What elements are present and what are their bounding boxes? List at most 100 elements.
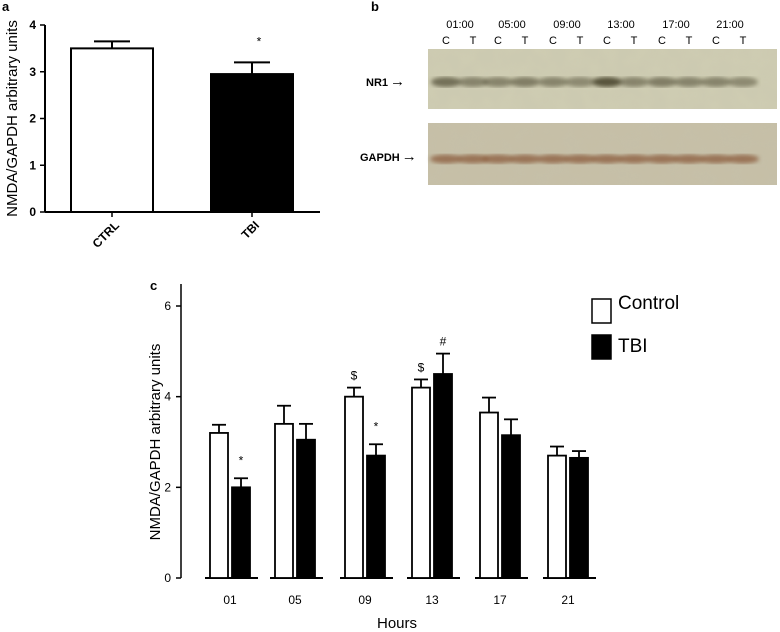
blot-time-label: 09:00: [553, 19, 581, 31]
panel-c-y-axis-title: NMDA/GAPDH arbitrary units: [147, 344, 164, 541]
nr1-band: [647, 77, 677, 87]
gapdh-band: [430, 154, 462, 164]
panel-c-bar-control: [547, 454, 567, 579]
blot-lane-label: T: [740, 35, 747, 47]
panel-c-significance-mark: *: [239, 453, 244, 467]
panel-c-bar-control: [344, 395, 364, 579]
panel-c-x-tick-label: 21: [561, 593, 575, 607]
gapdh-band: [457, 154, 489, 164]
panel-a-x-tick-label: TBI: [239, 218, 263, 242]
panel-a-y-tick-label: 4: [29, 18, 36, 32]
blot-time-label: 13:00: [607, 19, 635, 31]
panel-c-x-tick-label: 05: [288, 593, 302, 607]
nr1-arrow: →: [390, 73, 405, 90]
nr1-band: [510, 77, 540, 87]
gapdh-band: [618, 154, 650, 164]
blot-lane-label: T: [631, 35, 638, 47]
panel-c-y-tick-label: 0: [164, 571, 171, 585]
blot-lane-label: C: [712, 35, 720, 47]
panel-c-y-tick-label: 4: [164, 390, 171, 404]
nr1-band: [619, 77, 649, 87]
blot-lane-label: T: [686, 35, 693, 47]
blot-lane-label: C: [494, 35, 502, 47]
panel-c-x-tick-label: 01: [223, 593, 237, 607]
panel-c-y-tick-label: 6: [164, 299, 171, 313]
panel-c-bar-tbi: [296, 438, 316, 579]
gapdh-band: [591, 154, 623, 164]
nr1-bands: [431, 77, 758, 87]
panel-b-letter: b: [371, 0, 379, 14]
panel-a-y-tick-label: 1: [29, 158, 36, 172]
gapdh-blot-texture: [428, 123, 777, 185]
gapdh-arrow: →: [402, 148, 417, 165]
panel-c-bar-control: [411, 386, 431, 579]
panel-a-x-tick-label: CTRL: [90, 218, 123, 251]
blot-lane-label: C: [549, 35, 557, 47]
blot-lane-label: T: [522, 35, 529, 47]
nr1-band: [701, 77, 731, 87]
panel-a-y-axis-title: NMDA/GAPDH arbitrary units: [4, 20, 21, 217]
nr1-band: [728, 77, 758, 87]
panel-c-significance-mark: #: [440, 335, 447, 349]
panel-c-x-tick-label: 13: [425, 593, 439, 607]
panel-b: b 01:00 05:00 09:00 13:00 17:00 21:00 C T C T C T C…: [360, 0, 777, 185]
panel-a-y-tick-label: 2: [29, 112, 36, 126]
gapdh-band: [646, 154, 678, 164]
panel-a-y-tick-label: 0: [29, 205, 36, 219]
blot-lane-label: C: [603, 35, 611, 47]
nr1-band: [458, 77, 488, 87]
blot-lane-label: C: [658, 35, 666, 47]
panel-a-letter: a: [2, 0, 10, 14]
panel-a-plot: 0 1 2 3 4 CTRL TBI *: [29, 18, 320, 251]
panel-c-x-tick-label: 17: [493, 593, 507, 607]
panel-c-significance-mark: *: [374, 419, 379, 433]
panel-c: c NMDA/GAPDH arbitrary units Hours 02460…: [147, 278, 679, 632]
panel-c-legend: Control TBI: [591, 293, 679, 360]
panel-c-bar-control: [209, 432, 229, 579]
gapdh-label-text: GAPDH: [360, 152, 400, 164]
blot-lane-label: T: [577, 35, 584, 47]
gapdh-band: [673, 154, 705, 164]
blot-time-label: 17:00: [662, 19, 690, 31]
nr1-band: [565, 77, 595, 87]
panel-c-y-tick-label: 2: [164, 480, 171, 494]
panel-c-bar-tbi: [433, 373, 453, 579]
gapdh-band: [537, 154, 569, 164]
legend-tbi-label: TBI: [618, 336, 648, 357]
gapdh-bands: [430, 154, 759, 164]
panel-c-bar-control: [479, 411, 499, 579]
blot-time-labels: 01:00 05:00 09:00 13:00 17:00 21:00: [446, 19, 744, 31]
gapdh-band: [482, 154, 514, 164]
panel-a: a NMDA/GAPDH arbitrary units 0 1 2 3 4 CTRL TB…: [2, 0, 320, 251]
panel-c-significance-mark: $: [418, 360, 425, 374]
panel-a-significance-mark: *: [257, 34, 262, 48]
panel-c-letter: c: [150, 278, 157, 293]
panel-a-y-tick-label: 3: [29, 65, 36, 79]
panel-c-plot: 0 2 4 6 01 * 05 09 $ * 13 $ #17 21: [164, 284, 596, 607]
gapdh-row-label: GAPDH →: [360, 148, 417, 165]
panel-c-bar-tbi: [569, 456, 589, 579]
nr1-band: [483, 77, 513, 87]
legend-control-label: Control: [618, 293, 679, 314]
panel-a-bar-ctrl: [70, 47, 154, 213]
panel-a-bar-tbi: [210, 73, 294, 214]
blot-time-label: 21:00: [716, 19, 744, 31]
nr1-label-text: NR1: [366, 77, 388, 89]
blot-time-label: 05:00: [498, 19, 526, 31]
panel-c-bar-control: [274, 422, 294, 579]
panel-c-x-tick-label: 09: [358, 593, 372, 607]
nr1-band: [431, 77, 461, 87]
nr1-row-label: NR1 →: [366, 73, 405, 90]
blot-time-label: 01:00: [446, 19, 474, 31]
blot-lane-label: C: [442, 35, 450, 47]
nr1-band: [538, 77, 568, 87]
legend-control-swatch: [591, 298, 612, 324]
nr1-band: [592, 77, 622, 87]
legend-tbi-swatch: [591, 334, 612, 360]
gapdh-band: [700, 154, 732, 164]
gapdh-band: [564, 154, 596, 164]
panel-c-significance-mark: $: [351, 369, 358, 383]
panel-c-bar-tbi: [366, 454, 386, 579]
